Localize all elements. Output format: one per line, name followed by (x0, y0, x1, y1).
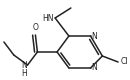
Text: HN: HN (43, 14, 54, 22)
Text: O: O (32, 23, 38, 32)
Text: N: N (92, 32, 97, 40)
Text: H: H (21, 68, 27, 78)
Text: Cl: Cl (121, 58, 129, 66)
Text: N: N (92, 64, 97, 72)
Text: N: N (21, 60, 27, 70)
